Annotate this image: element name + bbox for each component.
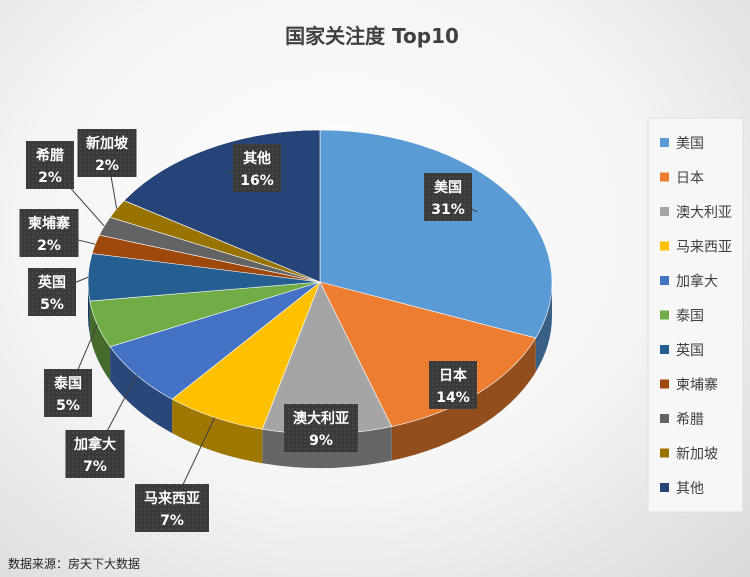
legend-label-9: 希腊 [676,412,704,428]
label-box-7 [28,268,76,316]
slice-5 [109,281,321,400]
legend-label-7: 英国 [676,342,704,359]
slice-side-1 [535,282,552,372]
label-value-11: 16% [240,173,274,189]
label-box-1 [424,173,472,221]
label-name-7: 英国 [37,274,66,291]
label-value-1: 31% [431,202,465,218]
legend-label-11: 其他 [676,481,704,497]
label-box-8 [19,209,79,257]
legend-swatch-1 [660,138,669,147]
label-box-5 [65,430,125,478]
legend-swatch-2 [660,172,669,182]
legend-swatch-6 [660,310,669,320]
legend-label-4: 马来西亚 [676,240,732,256]
pie-slices [87,129,553,435]
label-name-9: 希腊 [36,147,64,164]
data-labels: 美国 31% 日本 14% 澳大利亚 9% 马来西亚 7% 加拿大 7% 泰国 5% 英国 5% 柬埔寨 2%… [19,129,478,532]
slice-side-7 [88,282,90,336]
slice-side-5 [110,346,173,434]
label-name-1: 美国 [434,179,462,196]
label-name-8: 柬埔寨 [28,215,71,232]
legend-label-8: 柬埔寨 [676,377,718,394]
legend-swatch-7 [660,345,669,354]
legend-swatch-10 [660,448,669,458]
label-box-3 [284,404,358,452]
label-name-5: 加拿大 [73,436,116,453]
label-box-9 [26,141,74,189]
source-note: 数据来源：房天下大数据 [8,556,140,571]
label-name-10: 新加坡 [86,135,129,152]
label-box-10 [77,129,137,177]
legend-label-6: 泰国 [676,309,704,325]
slice-4 [171,281,321,430]
slice-side-2 [391,337,536,461]
chart-title: 国家关注度 Top10 [285,24,459,48]
label-box-4 [135,484,209,532]
label-name-6: 泰国 [53,375,82,392]
legend-swatch-8 [660,379,669,389]
label-name-11: 其他 [243,150,271,167]
legend-label-5: 加拿大 [676,273,718,290]
label-box-6 [44,369,92,417]
label-value-8: 2% [37,238,61,254]
label-box-11 [233,144,281,192]
slice-1 [319,129,553,339]
label-value-10: 2% [95,158,119,174]
label-value-6: 5% [56,398,80,414]
label-name-4: 马来西亚 [144,491,200,507]
label-name-2: 日本 [439,367,468,384]
legend-label-2: 日本 [676,171,704,187]
label-name-3: 澳大利亚 [293,410,349,427]
legend-swatch-9 [660,414,669,423]
label-value-7: 5% [40,297,64,313]
label-box-2 [429,361,477,409]
legend-swatch-11 [660,483,669,492]
legend-swatch-3 [660,207,669,216]
slice-side-4 [172,399,263,464]
slice-side-6 [89,301,111,381]
legend-label-1: 美国 [676,136,704,152]
legend-swatch-4 [660,241,669,251]
legend-label-3: 澳大利亚 [676,205,732,221]
label-value-2: 14% [436,390,470,406]
label-value-3: 9% [309,433,333,449]
label-value-9: 2% [38,170,62,186]
legend-swatch-5 [660,276,669,285]
label-value-4: 7% [160,513,184,529]
legend-label-10: 新加坡 [676,447,718,463]
label-value-5: 7% [83,459,107,475]
